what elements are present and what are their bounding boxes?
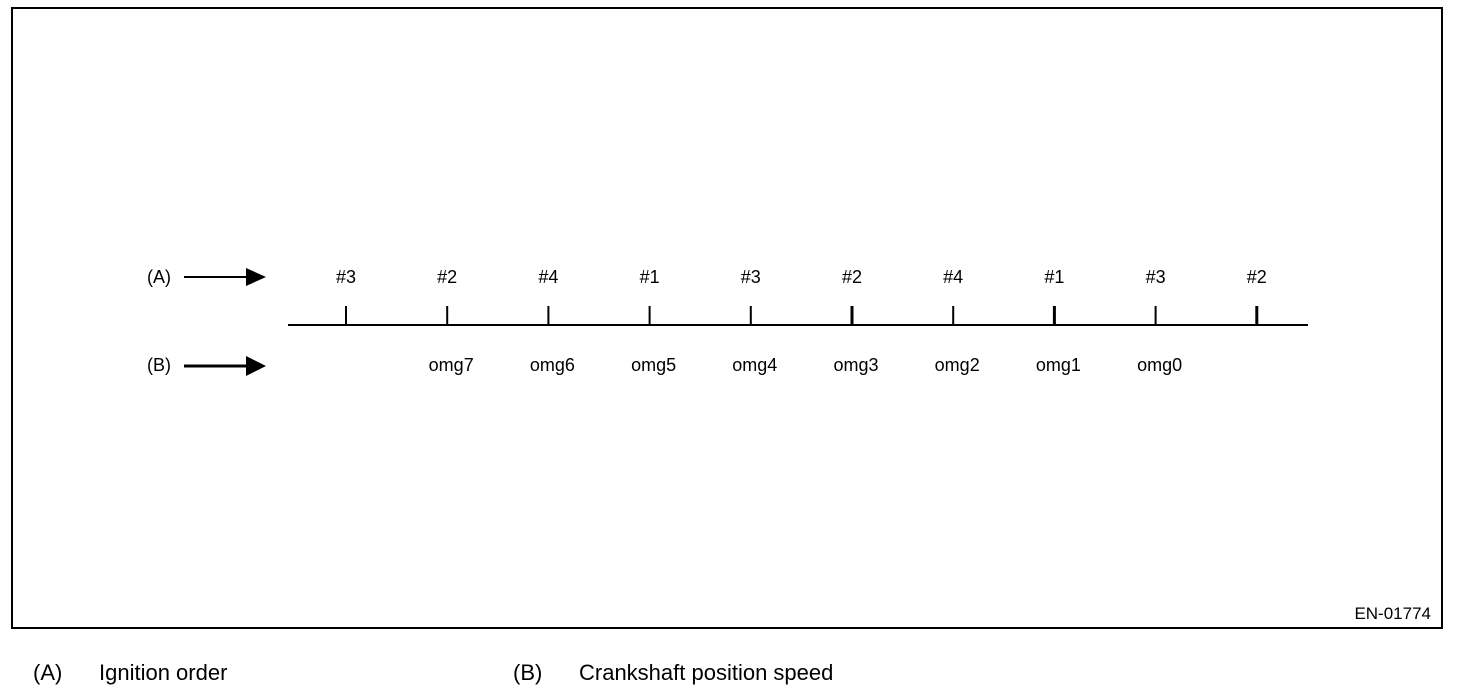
cylinder-label: #2 <box>842 267 862 287</box>
speed-label: omg6 <box>530 355 575 375</box>
tick-marks <box>345 306 1259 325</box>
cylinder-label: #2 <box>437 267 457 287</box>
cylinder-label: #3 <box>336 267 356 287</box>
row-b-key: (B) <box>147 355 171 375</box>
cylinder-label: #4 <box>538 267 558 287</box>
cylinder-label: #2 <box>1247 267 1267 287</box>
row-b-arrow <box>184 356 266 376</box>
legend-item-a: (A) Ignition order <box>33 660 227 686</box>
speed-label: omg4 <box>732 355 777 375</box>
row-a-key: (A) <box>147 267 171 287</box>
cylinder-label: #3 <box>1146 267 1166 287</box>
legend-text-b: Crankshaft position speed <box>579 660 834 685</box>
cylinder-label: #1 <box>1044 267 1064 287</box>
speed-label: omg7 <box>429 355 474 375</box>
speed-label: omg0 <box>1137 355 1182 375</box>
legend-key-b: (B) <box>513 660 543 685</box>
cylinder-label: #3 <box>741 267 761 287</box>
cylinder-label: #1 <box>640 267 660 287</box>
legend-item-b: (B) Crankshaft position speed <box>513 660 833 686</box>
speed-label: omg5 <box>631 355 676 375</box>
legend-key-a: (A) <box>33 660 63 685</box>
speed-label: omg1 <box>1036 355 1081 375</box>
cylinder-label: #4 <box>943 267 963 287</box>
legend-text-a: Ignition order <box>99 660 228 685</box>
speed-labels: omg7 omg6 omg5 omg4 omg3 omg2 omg1 omg0 <box>429 355 1182 375</box>
row-a-arrow <box>184 268 266 286</box>
figure-id: EN-01774 <box>1354 604 1431 623</box>
speed-label: omg3 <box>833 355 878 375</box>
ignition-order-labels: #3 #2 #4 #1 #3 #2 #4 #1 #3 #2 <box>336 267 1267 287</box>
speed-label: omg2 <box>935 355 980 375</box>
figure-frame: EN-01774 <box>11 7 1443 629</box>
